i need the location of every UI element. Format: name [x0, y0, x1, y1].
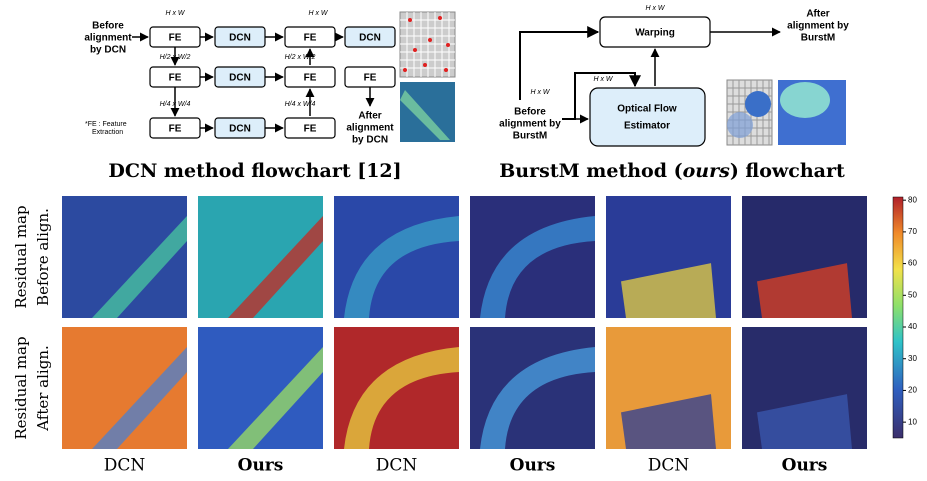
block-label: DCN — [229, 124, 251, 135]
icon-dot — [745, 91, 771, 117]
block-label: Estimator — [624, 121, 670, 132]
dim: H/4 x W/4 — [160, 101, 191, 108]
caption-part: BurstM method ( — [499, 160, 682, 182]
label: by DCN — [90, 45, 126, 56]
row-label: Residual map — [12, 336, 30, 439]
block-label: FE — [304, 73, 317, 84]
icon — [727, 80, 772, 145]
label: After — [358, 111, 381, 122]
dim: H x W — [165, 10, 185, 17]
label: Before — [92, 21, 124, 32]
layout — [62, 12, 903, 449]
row-label: Residual map — [12, 205, 30, 308]
icon-img — [400, 82, 455, 142]
row-label: Before align. — [34, 208, 52, 306]
dim: H/4 x W/4 — [285, 101, 316, 108]
note: Extraction — [92, 129, 123, 136]
colorbar — [893, 197, 903, 438]
block-label: FE — [169, 73, 182, 84]
icon-dot — [727, 112, 753, 138]
dim: H/2 x W/2 — [160, 54, 191, 61]
caption-part: ours — [683, 160, 730, 182]
block-label: FE — [304, 33, 317, 44]
block-label: DCN — [229, 33, 251, 44]
column-label: Ours — [238, 456, 284, 476]
colorbar-tick-label: 30 — [908, 354, 917, 363]
icon-dot — [403, 68, 407, 72]
colorbar-tick-label: 60 — [908, 259, 917, 268]
label: alignment by — [499, 119, 561, 130]
colorbar-tick-label: 40 — [908, 322, 917, 331]
icon-dot — [408, 18, 412, 22]
label: alignment — [84, 33, 132, 44]
column-label: DCN — [376, 456, 418, 476]
block-label: FE — [304, 124, 317, 135]
colorbar-tick-label: 70 — [908, 227, 917, 236]
icon-dot — [428, 38, 432, 42]
block-label: FE — [169, 33, 182, 44]
row-label: After align. — [34, 345, 52, 432]
label: alignment — [346, 123, 394, 134]
colorbar-tick-label: 10 — [908, 417, 917, 426]
label: by DCN — [352, 135, 388, 146]
column-label: DCN — [104, 456, 146, 476]
icon — [400, 12, 455, 77]
label: BurstM — [513, 131, 547, 142]
dim: H x W — [530, 89, 550, 96]
caption-part: ) flowchart — [730, 160, 845, 182]
label: alignment by — [787, 21, 849, 32]
icon-dot — [438, 16, 442, 20]
column-label: DCN — [648, 456, 690, 476]
note: *FE : Feature — [85, 121, 127, 128]
dim: H x W — [645, 5, 665, 12]
block-label: FE — [169, 124, 182, 135]
label: Before — [514, 107, 546, 118]
caption: BurstM method (ours) flowchart — [499, 160, 845, 182]
label: After — [806, 9, 829, 20]
column-label: Ours — [782, 456, 828, 476]
caption: DCN method flowchart [12] — [108, 160, 401, 182]
dim: H/2 x W/2 — [285, 54, 316, 61]
block-label: Optical Flow — [617, 104, 677, 115]
colorbar-tick-label: 50 — [908, 290, 917, 299]
icon-dot — [423, 63, 427, 67]
dim: H x W — [308, 10, 328, 17]
block-label: DCN — [229, 73, 251, 84]
figure: Before alignment by DCN After alignment … — [0, 0, 927, 476]
icon-img — [780, 82, 830, 118]
block-label: Warping — [635, 28, 675, 39]
block-label: FE — [364, 73, 377, 84]
colorbar-tick-label: 80 — [908, 195, 917, 204]
icon-dot — [413, 48, 417, 52]
block-label: DCN — [359, 33, 381, 44]
label: BurstM — [801, 33, 835, 44]
icon-dot — [444, 68, 448, 72]
dim: H x W — [593, 76, 613, 83]
icon-dot — [446, 43, 450, 47]
colorbar-tick-label: 20 — [908, 386, 917, 395]
block — [590, 88, 705, 146]
column-label: Ours — [510, 456, 556, 476]
